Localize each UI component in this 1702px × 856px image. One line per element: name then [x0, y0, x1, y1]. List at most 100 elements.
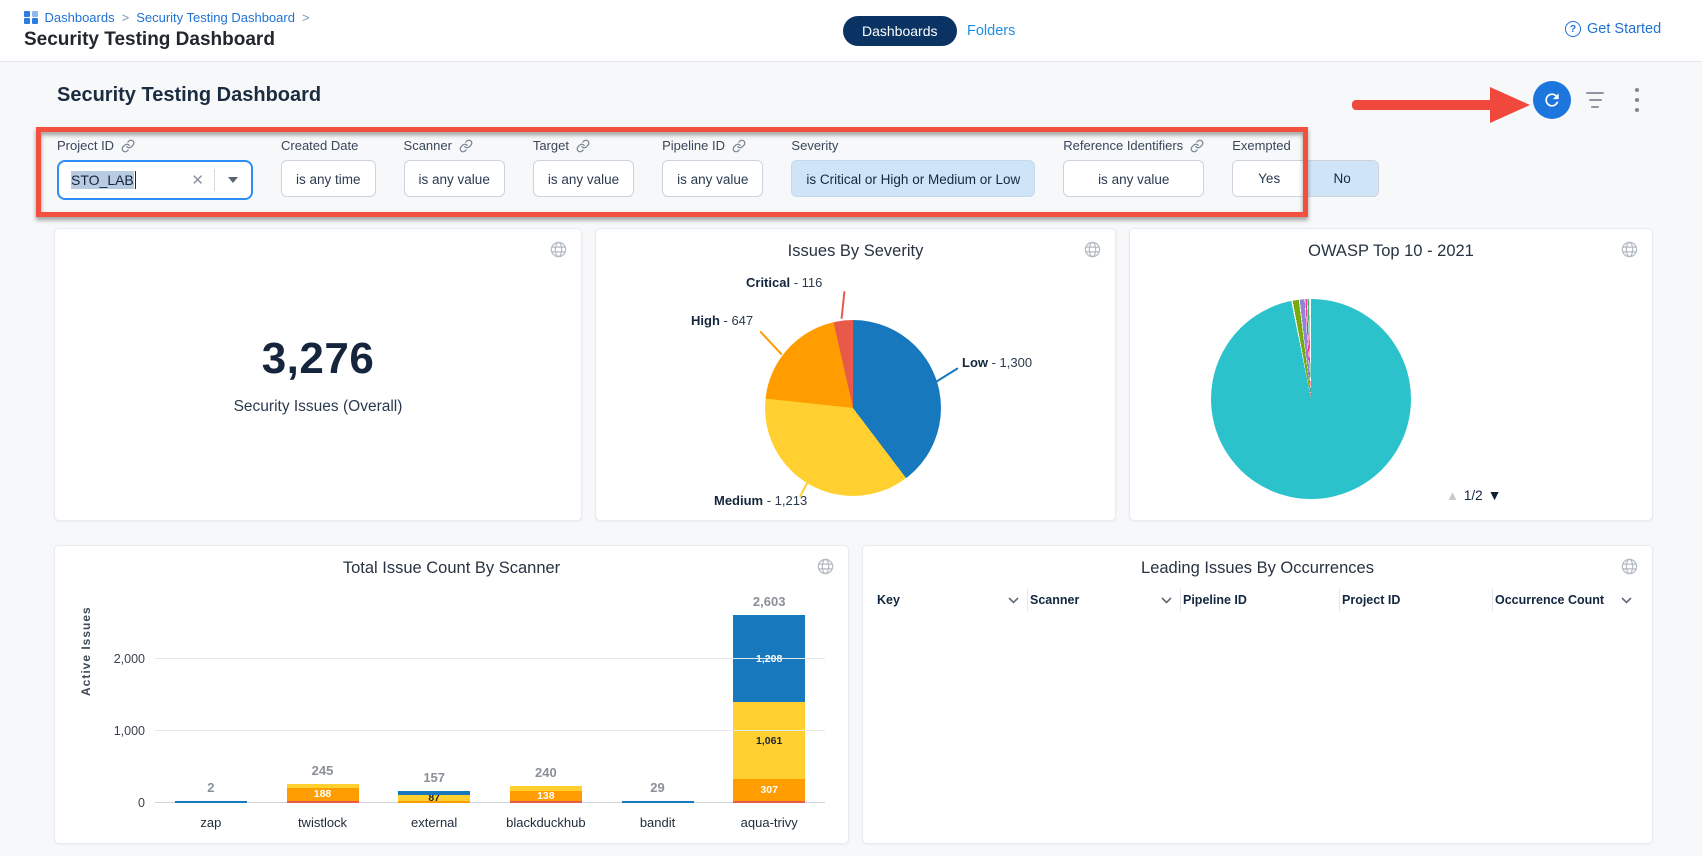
x-axis-category-label: twistlock	[297, 815, 348, 830]
filter-scanner: Scanner is any value	[403, 138, 505, 197]
help-icon: ?	[1565, 21, 1581, 37]
table-header-pipeline-id[interactable]: Pipeline ID	[1181, 589, 1340, 611]
tile-label: Security Issues (Overall)	[233, 398, 403, 415]
x-axis-category-label: bandit	[639, 815, 676, 830]
page-title: Security Testing Dashboard	[24, 29, 275, 50]
breadcrumb-dashboards[interactable]: Dashboards	[44, 10, 115, 25]
bar-total-label: 2,603	[752, 594, 786, 610]
filter-created-date: Created Date is any time	[281, 138, 376, 197]
filter-reference-identifiers: Reference Identifiers is any value	[1063, 138, 1205, 197]
bar-segment-high: 188	[286, 787, 359, 802]
target-filter-button[interactable]: is any value	[532, 160, 635, 197]
bar-total-label: 29	[650, 779, 665, 795]
card-security-issues-overall: 3,276 Security Issues (Overall)	[54, 228, 582, 521]
leader-line-critical	[840, 290, 846, 320]
input-divider	[214, 169, 215, 191]
leader-line-low	[935, 367, 959, 383]
segment-value-label: 1,208	[756, 652, 783, 665]
bar-external: 157 87 external	[378, 608, 490, 830]
page-up-icon[interactable]: ▲	[1446, 487, 1459, 503]
table-header-row: Key Scanner Pipeline ID Project ID Occur…	[863, 586, 1652, 614]
filter-target: Target is any value	[532, 138, 635, 197]
bar-segment-low	[621, 800, 694, 803]
chart-title: OWASP Top 10 - 2021	[1308, 242, 1474, 260]
filter-bar: Project ID STO_LAB ✕ Created Date is any…	[57, 138, 1380, 200]
bar-total-label: 245	[311, 763, 334, 779]
card-leading-issues-by-occurrences: Leading Issues By Occurrences Key Scanne…	[862, 545, 1653, 844]
bar-total-label: 240	[535, 764, 557, 780]
exempted-toggle: Yes No	[1232, 160, 1380, 197]
globe-icon	[1620, 557, 1639, 581]
annotation-arrow-head	[1490, 87, 1530, 123]
pie-label-high: High - 647	[691, 313, 754, 328]
filter-exempted: Exempted Yes No	[1232, 138, 1380, 197]
bar-bandit: 29 bandit	[602, 608, 714, 830]
globe-icon	[549, 240, 568, 264]
exempted-no-button[interactable]: No	[1305, 161, 1379, 196]
pie-pagination: ▲ 1/2 ▼	[1446, 487, 1502, 503]
segment-value-label: 138	[537, 790, 555, 803]
chart-title: Issues By Severity	[787, 242, 924, 260]
bar-twistlock: 245 188 twistlock	[267, 608, 379, 830]
tile-value: 3,276	[261, 334, 375, 383]
x-axis-category-label: blackduckhub	[506, 815, 586, 830]
dashboard-filters-button[interactable]	[1584, 92, 1606, 108]
bar-segment-medium: 1,061	[733, 702, 806, 779]
text-cursor	[134, 171, 137, 189]
chevron-down-icon[interactable]	[228, 177, 238, 183]
bar-segment-high: 138	[509, 790, 582, 803]
segment-value-label: 188	[313, 788, 332, 801]
project-id-input[interactable]: STO_LAB ✕	[57, 160, 253, 200]
reference-identifiers-filter-button[interactable]: is any value	[1063, 160, 1205, 197]
exempted-yes-button[interactable]: Yes	[1233, 161, 1306, 196]
refresh-button[interactable]	[1533, 81, 1571, 119]
breadcrumb-current-dashboard[interactable]: Security Testing Dashboard	[136, 10, 295, 25]
globe-icon	[1083, 240, 1102, 264]
tab-folders[interactable]: Folders	[967, 23, 1016, 39]
table-header-key[interactable]: Key	[875, 589, 1028, 611]
pie-label-low: Low - 1,300	[962, 355, 1033, 370]
bar-columns: 2 zap 245 188 twistlock 157 87 external 240 138 bl…	[155, 594, 825, 830]
link-icon	[1190, 139, 1204, 152]
filter-project-id: Project ID STO_LAB ✕	[57, 138, 253, 200]
top-bar: Dashboards > Security Testing Dashboard …	[0, 0, 1702, 62]
bar-total-label: 157	[423, 769, 446, 785]
segment-value-label: 307	[760, 783, 778, 796]
table-header-scanner[interactable]: Scanner	[1028, 589, 1181, 611]
y-tick-label: 0	[138, 796, 145, 810]
clear-icon[interactable]: ✕	[191, 172, 204, 189]
get-started-label: Get Started	[1587, 21, 1662, 37]
table-body-empty	[863, 614, 1652, 834]
leader-line-high	[759, 330, 783, 356]
bar-chart-plot: 2 zap 245 188 twistlock 157 87 external 240 138 bl…	[114, 594, 825, 830]
chevron-down-icon	[1008, 596, 1019, 604]
scanner-filter-button[interactable]: is any value	[403, 160, 505, 197]
gridline	[155, 657, 825, 659]
filter-pipeline-id: Pipeline ID is any value	[662, 138, 764, 197]
page-down-icon[interactable]: ▼	[1487, 487, 1502, 503]
dashboard-more-menu-button[interactable]	[1630, 88, 1644, 112]
pipeline-id-filter-button[interactable]: is any value	[662, 160, 764, 197]
table-header-occurrence-count[interactable]: Occurrence Count	[1493, 589, 1640, 611]
globe-icon	[1620, 240, 1639, 264]
card-total-issue-count-by-scanner: Total Issue Count By Scanner Active Issu…	[54, 545, 849, 844]
bar-segment-high: 307	[733, 778, 806, 802]
table-title: Leading Issues By Occurrences	[1141, 559, 1374, 577]
breadcrumb-separator: >	[121, 10, 130, 25]
link-icon	[732, 139, 746, 152]
table-header-project-id[interactable]: Project ID	[1340, 589, 1493, 611]
tab-dashboards[interactable]: Dashboards	[843, 16, 957, 46]
get-started-link[interactable]: ? Get Started	[1565, 21, 1661, 37]
card-issues-by-severity: Issues By Severity Critical - 116 High -…	[595, 228, 1116, 521]
x-axis-category-label: zap	[200, 815, 222, 830]
project-id-value: STO_LAB	[71, 171, 134, 189]
created-date-filter-button[interactable]: is any time	[281, 160, 376, 197]
bar-total-label: 2	[207, 780, 215, 796]
bar-segment-medium	[286, 784, 359, 788]
x-axis-line	[155, 802, 825, 803]
bar-aqua-trivy: 2,603 307 1,061 1,208 aqua-trivy	[713, 594, 825, 830]
severity-filter-button[interactable]: is Critical or High or Medium or Low	[791, 160, 1036, 197]
chevron-down-icon	[1621, 596, 1632, 604]
bar-segment-medium	[509, 785, 582, 792]
